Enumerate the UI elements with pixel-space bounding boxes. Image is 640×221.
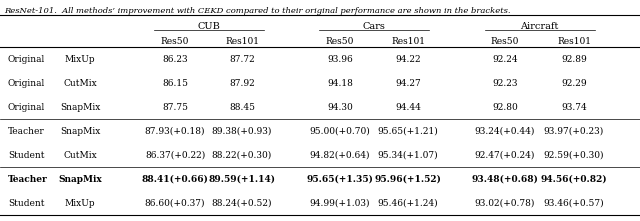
Text: Teacher: Teacher [8, 126, 45, 135]
Text: 86.23: 86.23 [162, 55, 188, 63]
Text: Original: Original [8, 55, 45, 63]
Text: 93.02(+0.78): 93.02(+0.78) [475, 198, 535, 208]
Text: 93.97(+0.23): 93.97(+0.23) [544, 126, 604, 135]
Text: 92.80: 92.80 [492, 103, 518, 112]
Text: 93.74: 93.74 [561, 103, 587, 112]
Text: Res101: Res101 [225, 37, 259, 46]
Text: Original: Original [8, 103, 45, 112]
Text: 94.22: 94.22 [395, 55, 421, 63]
Text: 94.44: 94.44 [395, 103, 421, 112]
Text: 92.24: 92.24 [492, 55, 518, 63]
Text: 95.96(+1.52): 95.96(+1.52) [374, 175, 442, 183]
Text: 93.46(+0.57): 93.46(+0.57) [544, 198, 604, 208]
Text: CutMix: CutMix [63, 78, 97, 88]
Text: SnapMix: SnapMix [60, 103, 100, 112]
Text: Teacher: Teacher [8, 175, 48, 183]
Text: Res101: Res101 [557, 37, 591, 46]
Text: CUB: CUB [197, 22, 220, 31]
Text: 86.15: 86.15 [162, 78, 188, 88]
Text: MixUp: MixUp [65, 198, 95, 208]
Text: 88.22(+0.30): 88.22(+0.30) [212, 151, 272, 160]
Text: Res50: Res50 [491, 37, 519, 46]
Text: 92.47(+0.24): 92.47(+0.24) [475, 151, 535, 160]
Text: 89.59(+1.14): 89.59(+1.14) [209, 175, 275, 183]
Text: 92.59(+0.30): 92.59(+0.30) [544, 151, 604, 160]
Text: MixUp: MixUp [65, 55, 95, 63]
Text: Student: Student [8, 198, 45, 208]
Text: 87.75: 87.75 [162, 103, 188, 112]
Text: Res50: Res50 [161, 37, 189, 46]
Text: 87.72: 87.72 [229, 55, 255, 63]
Text: 86.37(+0.22): 86.37(+0.22) [145, 151, 205, 160]
Text: Res101: Res101 [391, 37, 425, 46]
Text: 94.30: 94.30 [327, 103, 353, 112]
Text: 95.65(+1.35): 95.65(+1.35) [307, 175, 373, 183]
Text: 94.82(+0.64): 94.82(+0.64) [310, 151, 371, 160]
Text: 86.60(+0.37): 86.60(+0.37) [145, 198, 205, 208]
Text: 92.23: 92.23 [492, 78, 518, 88]
Text: 94.18: 94.18 [327, 78, 353, 88]
Text: 88.24(+0.52): 88.24(+0.52) [212, 198, 272, 208]
Text: ResNet-101.  All methods’ improvement with CEKD compared to their original perfo: ResNet-101. All methods’ improvement wit… [4, 7, 511, 15]
Text: Cars: Cars [363, 22, 385, 31]
Text: Res50: Res50 [326, 37, 354, 46]
Text: 95.34(+1.07): 95.34(+1.07) [378, 151, 438, 160]
Text: 87.93(+0.18): 87.93(+0.18) [145, 126, 205, 135]
Text: 88.41(+0.66): 88.41(+0.66) [141, 175, 209, 183]
Text: 87.92: 87.92 [229, 78, 255, 88]
Text: Aircraft: Aircraft [520, 22, 559, 31]
Text: 95.00(+0.70): 95.00(+0.70) [310, 126, 371, 135]
Text: 94.27: 94.27 [395, 78, 421, 88]
Text: 92.89: 92.89 [561, 55, 587, 63]
Text: Original: Original [8, 78, 45, 88]
Text: 93.48(+0.68): 93.48(+0.68) [472, 175, 538, 183]
Text: 95.46(+1.24): 95.46(+1.24) [378, 198, 438, 208]
Text: Student: Student [8, 151, 45, 160]
Text: SnapMix: SnapMix [60, 126, 100, 135]
Text: 93.96: 93.96 [327, 55, 353, 63]
Text: 93.24(+0.44): 93.24(+0.44) [475, 126, 535, 135]
Text: CutMix: CutMix [63, 151, 97, 160]
Text: 95.65(+1.21): 95.65(+1.21) [378, 126, 438, 135]
Text: 88.45: 88.45 [229, 103, 255, 112]
Text: 94.56(+0.82): 94.56(+0.82) [541, 175, 607, 183]
Text: 92.29: 92.29 [561, 78, 587, 88]
Text: 89.38(+0.93): 89.38(+0.93) [212, 126, 272, 135]
Text: 94.99(+1.03): 94.99(+1.03) [310, 198, 371, 208]
Text: SnapMix: SnapMix [58, 175, 102, 183]
